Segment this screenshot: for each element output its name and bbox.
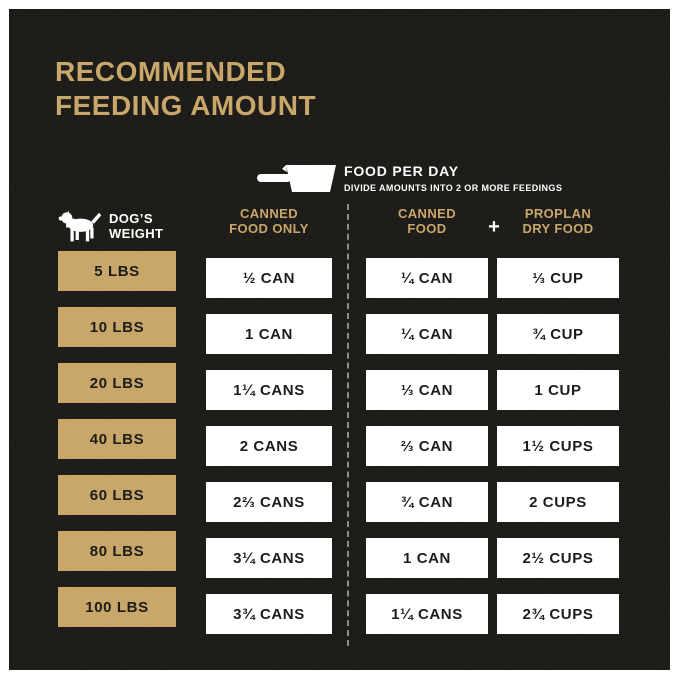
dry-header-line1: PROPLAN [524, 206, 592, 221]
plus-sign: + [488, 216, 500, 238]
food-per-day-note: DIVIDE AMOUNTS INTO 2 OR MORE FEEDINGS [344, 183, 563, 193]
amount-cell: ⅓ CUP [497, 258, 619, 298]
canned-header-line2: FOOD [407, 221, 447, 236]
amount-cell: 2¾ CUPS [497, 594, 619, 634]
dog-weight-cell: 60 LBS [58, 475, 176, 515]
feeding-chart-panel: RECOMMENDED FEEDING AMOUNT FOOD PER DAY D… [9, 9, 670, 670]
canned-only-header-line2: FOOD ONLY [229, 221, 309, 236]
amount-cell: ⅓ CAN [366, 370, 488, 410]
food-per-day-heading: FOOD PER DAY [344, 163, 459, 179]
amount-cell: 1 CAN [366, 538, 488, 578]
amount-cell: 1¼ CANS [206, 370, 332, 410]
amount-cell: 3¾ CANS [206, 594, 332, 634]
amount-cell: 2½ CUPS [497, 538, 619, 578]
column-canned-food: CANNED FOOD ¼ CAN ¼ CAN ⅓ CAN ⅔ CAN ¾ CAN 1 CA… [366, 206, 488, 650]
canned-food-only-header: CANNED FOOD ONLY [206, 206, 332, 258]
amount-cell: 1¼ CANS [366, 594, 488, 634]
dogs-weight-label-line1: DOG’S [109, 211, 153, 226]
canned-only-header-line1: CANNED [239, 206, 298, 221]
amount-cell: ¾ CAN [366, 482, 488, 522]
amount-cell: 2⅔ CANS [206, 482, 332, 522]
amount-cell: ¼ CAN [366, 314, 488, 354]
measuring-cup-icon [257, 165, 336, 192]
dry-header-line2: DRY FOOD [522, 221, 594, 236]
amount-cell: 2 CUPS [497, 482, 619, 522]
column-canned-food-only: CANNED FOOD ONLY ½ CAN 1 CAN 1¼ CANS 2 CANS 2… [206, 206, 332, 650]
page-title: RECOMMENDED FEEDING AMOUNT [55, 55, 316, 123]
amount-cell: ⅔ CAN [366, 426, 488, 466]
dog-weight-cell: 20 LBS [58, 363, 176, 403]
dog-weight-cell: 10 LBS [58, 307, 176, 347]
column-divider [347, 204, 349, 646]
dog-weight-cell: 80 LBS [58, 531, 176, 571]
dogs-weight-label-line2: WEIGHT [109, 226, 164, 241]
amount-cell: ¼ CAN [366, 258, 488, 298]
dry-cells: ⅓ CUP ¾ CUP 1 CUP 1½ CUPS 2 CUPS 2½ CUPS 2¾ CU… [497, 258, 619, 634]
title-line2: FEEDING AMOUNT [55, 90, 317, 121]
amount-cell: 1 CAN [206, 314, 332, 354]
canned-food-header: CANNED FOOD [366, 206, 488, 258]
canned-only-cells: ½ CAN 1 CAN 1¼ CANS 2 CANS 2⅔ CANS 3¼ CANS 3¾ … [206, 258, 332, 634]
amount-cell: 1 CUP [497, 370, 619, 410]
food-per-day-text: FOOD PER DAY DIVIDE AMOUNTS INTO 2 OR MO… [344, 163, 562, 193]
title-line1: RECOMMENDED [55, 56, 287, 87]
dog-weight-cell: 5 LBS [58, 251, 176, 291]
dogs-weight-header: DOG’S WEIGHT [58, 201, 176, 251]
column-proplan-dry-food: PROPLAN DRY FOOD ⅓ CUP ¾ CUP 1 CUP 1½ CUPS 2 … [497, 206, 619, 650]
dogs-weight-label: DOG’S WEIGHT [109, 211, 163, 241]
column-dogs-weight: DOG’S WEIGHT 5 LBS 10 LBS 20 LBS 40 LBS 60 LB… [58, 206, 176, 643]
dog-weight-cell: 40 LBS [58, 419, 176, 459]
food-per-day: FOOD PER DAY DIVIDE AMOUNTS INTO 2 OR MO… [256, 159, 562, 197]
canned-header-line1: CANNED [397, 206, 456, 221]
dog-silhouette-icon [58, 210, 102, 242]
dry-food-header: PROPLAN DRY FOOD [497, 206, 619, 258]
weight-cells: 5 LBS 10 LBS 20 LBS 40 LBS 60 LBS 80 LBS 100 L… [58, 251, 176, 627]
amount-cell: ¾ CUP [497, 314, 619, 354]
amount-cell: 2 CANS [206, 426, 332, 466]
dog-weight-cell: 100 LBS [58, 587, 176, 627]
amount-cell: 3¼ CANS [206, 538, 332, 578]
canned-cells: ¼ CAN ¼ CAN ⅓ CAN ⅔ CAN ¾ CAN 1 CAN 1¼ CANS [366, 258, 488, 634]
amount-cell: ½ CAN [206, 258, 332, 298]
amount-cell: 1½ CUPS [497, 426, 619, 466]
